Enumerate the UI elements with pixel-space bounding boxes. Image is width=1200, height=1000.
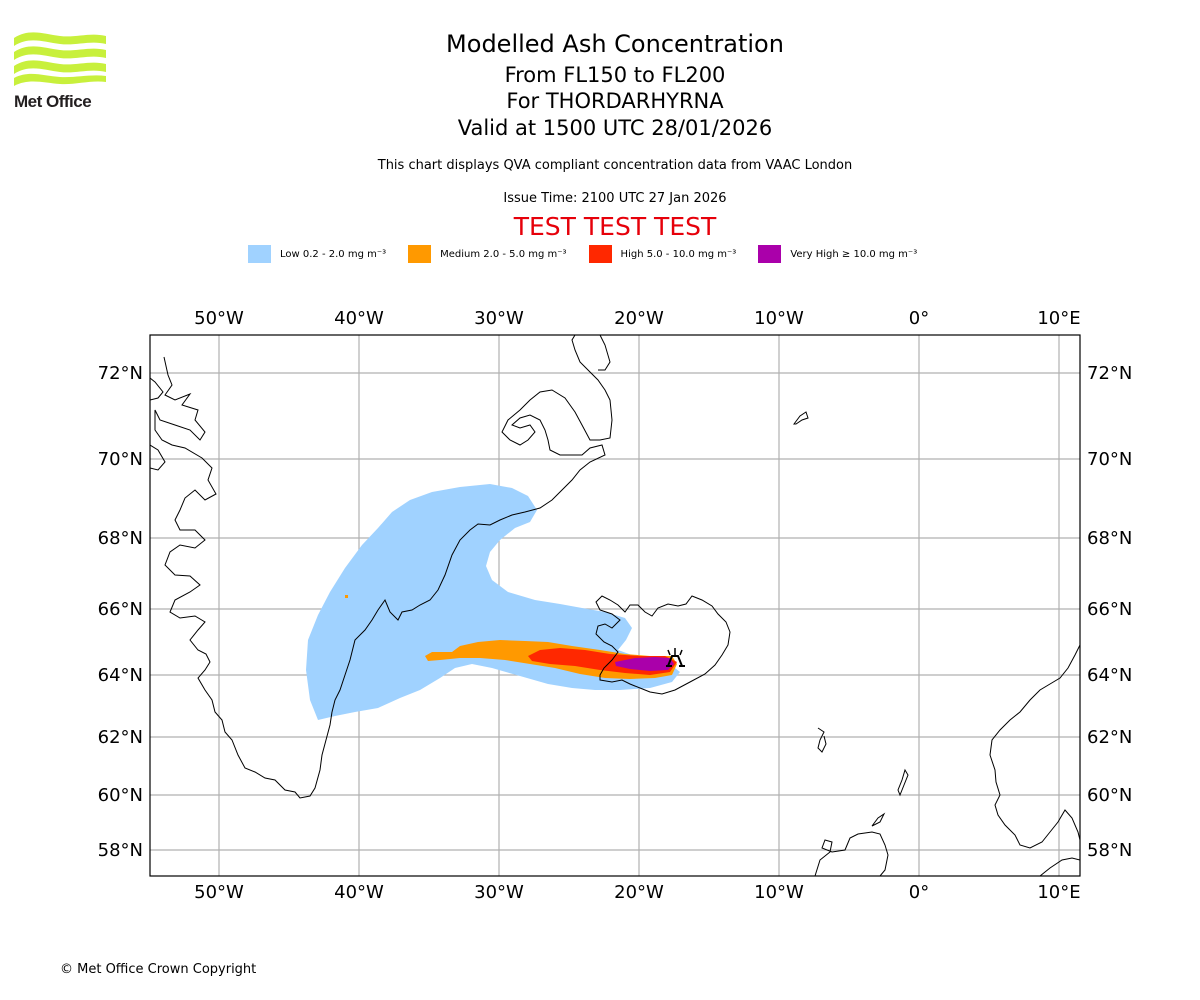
lat-labels-left: 72°N 70°N 68°N 66°N 64°N 62°N 60°N 58°N — [98, 363, 143, 861]
lat-label: 68°N — [98, 528, 143, 549]
map-frame — [149, 334, 1081, 877]
lat-label: 70°N — [98, 449, 143, 470]
chart-subtitle: This chart displays QVA compliant concen… — [377, 158, 853, 173]
lat-labels-right: 72°N 70°N 68°N 66°N 64°N 62°N 60°N 58°N — [1087, 363, 1132, 861]
copyright-notice: © Met Office Crown Copyright — [60, 962, 257, 977]
met-office-waves-icon — [14, 32, 106, 86]
legend-swatch-high — [588, 245, 612, 263]
lat-label: 72°N — [98, 363, 143, 384]
legend-label-high: High 5.0 - 10.0 mg m⁻³ — [620, 248, 737, 260]
coastline-greenland-west — [154, 356, 333, 799]
ash-field-medium-speck — [345, 595, 348, 598]
lon-label: 10°E — [1037, 882, 1080, 903]
lat-label: 66°N — [98, 599, 143, 620]
lat-label: 58°N — [1087, 840, 1132, 861]
chart-title: Modelled Ash Concentration — [446, 30, 784, 58]
lon-label: 0° — [909, 882, 929, 903]
lon-label: 40°W — [334, 308, 384, 329]
coastline-faroe — [817, 727, 827, 753]
lat-label: 62°N — [1087, 727, 1132, 748]
legend-swatch-very-high — [758, 245, 782, 263]
legend-label-low: Low 0.2 - 2.0 mg m⁻³ — [280, 248, 387, 260]
coastline-greenland-east — [331, 335, 613, 713]
lon-label: 10°W — [754, 882, 804, 903]
lon-label: 20°W — [614, 882, 664, 903]
volcano-icon — [666, 648, 685, 667]
issue-time: Issue Time: 2100 UTC 27 Jan 2026 — [503, 191, 727, 206]
lat-label: 64°N — [1087, 665, 1132, 686]
coastline-greenland-fjord — [598, 335, 611, 371]
legend-swatch-medium — [408, 245, 432, 263]
flight-level-range: From FL150 to FL200 — [504, 63, 726, 87]
coastline-norway — [989, 644, 1080, 849]
met-office-logo-text: Met Office — [14, 92, 92, 111]
ash-concentration-fields — [306, 484, 680, 720]
test-banner: TEST TEST TEST — [513, 212, 717, 241]
lon-label: 40°W — [334, 882, 384, 903]
coastline-iceland — [595, 595, 731, 695]
coastline-jan-mayen — [793, 411, 809, 425]
coastline-baffin — [150, 377, 164, 401]
lat-label: 66°N — [1087, 599, 1132, 620]
valid-time: Valid at 1500 UTC 28/01/2026 — [457, 116, 773, 140]
lon-label: 30°W — [474, 308, 524, 329]
legend: Low 0.2 - 2.0 mg m⁻³ Medium 2.0 - 5.0 mg… — [248, 244, 939, 264]
coastline-orkney — [871, 812, 886, 827]
lat-label: 62°N — [98, 727, 143, 748]
lon-label: 0° — [909, 308, 929, 329]
coastline-shetland — [897, 768, 909, 797]
lat-label: 60°N — [98, 785, 143, 806]
legend-label-medium: Medium 2.0 - 5.0 mg m⁻³ — [440, 248, 567, 260]
coastline-norway-south — [1039, 857, 1080, 876]
ash-field-low — [306, 484, 680, 720]
legend-item-medium: Medium 2.0 - 5.0 mg m⁻³ — [408, 245, 567, 263]
volcano-name-line: For THORDARHYRNA — [506, 89, 724, 113]
lon-label: 10°E — [1037, 308, 1080, 329]
legend-item-high: High 5.0 - 10.0 mg m⁻³ — [588, 245, 737, 263]
coastlines — [150, 335, 1080, 876]
lon-label: 50°W — [194, 882, 244, 903]
lon-label: 30°W — [474, 882, 524, 903]
legend-label-very-high: Very High ≥ 10.0 mg m⁻³ — [790, 248, 918, 260]
gridlines — [150, 335, 1080, 876]
met-office-logo — [14, 30, 106, 92]
legend-item-very-high: Very High ≥ 10.0 mg m⁻³ — [758, 245, 917, 263]
legend-item-low: Low 0.2 - 2.0 mg m⁻³ — [248, 245, 386, 263]
lon-label: 10°W — [754, 308, 804, 329]
lat-label: 68°N — [1087, 528, 1132, 549]
lon-label: 50°W — [194, 308, 244, 329]
ash-field-very-high — [615, 657, 674, 671]
lat-label: 64°N — [98, 665, 143, 686]
coastline-scotland — [814, 831, 889, 876]
lat-label: 60°N — [1087, 785, 1132, 806]
lon-label: 20°W — [614, 308, 664, 329]
lat-label: 72°N — [1087, 363, 1132, 384]
lat-label: 70°N — [1087, 449, 1132, 470]
legend-swatch-low — [248, 245, 271, 263]
coastline-baffin-2 — [150, 444, 166, 471]
lon-labels-top: 50°W 40°W 30°W 20°W 10°W 0° 10°E — [194, 308, 1080, 329]
lat-label: 58°N — [98, 840, 143, 861]
lon-labels-bottom: 50°W 40°W 30°W 20°W 10°W 0° 10°E — [194, 882, 1080, 903]
